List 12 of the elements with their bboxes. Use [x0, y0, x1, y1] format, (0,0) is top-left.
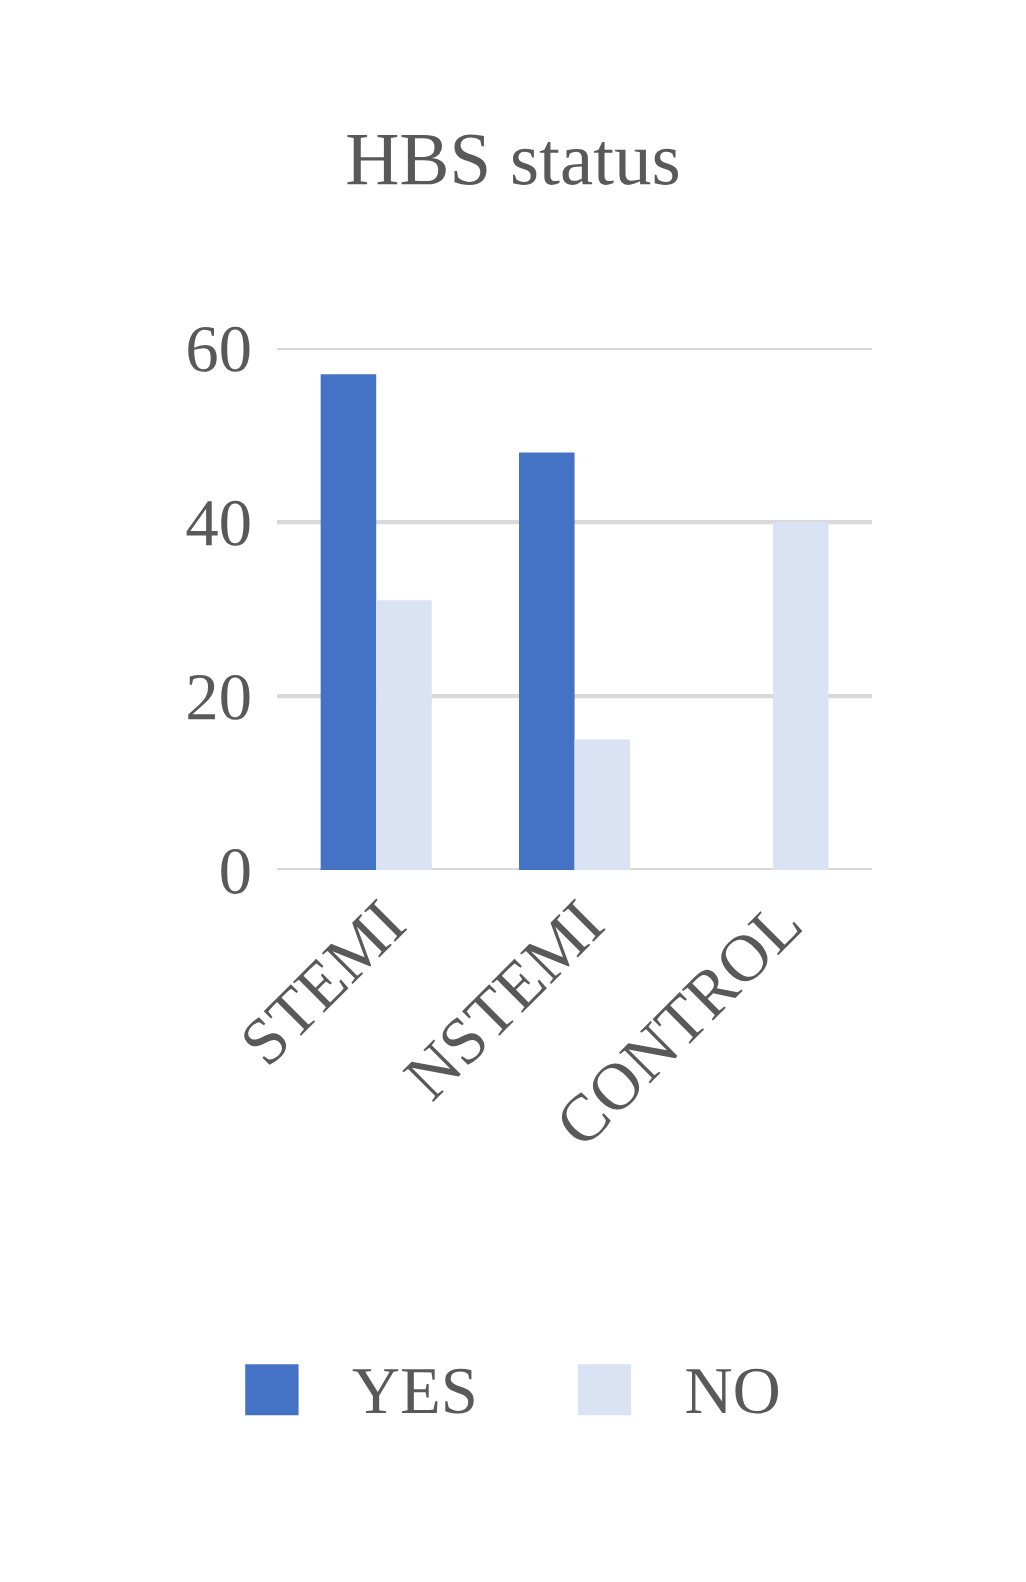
chart-title: HBS status — [347, 134, 679, 185]
y-tick-label: 0 — [221, 848, 250, 894]
legend-label: NO — [686, 1368, 779, 1414]
bar — [574, 739, 631, 871]
y-tick-label: 20 — [188, 674, 250, 720]
bar — [320, 374, 377, 871]
y-tick-label: 40 — [186, 500, 250, 546]
bar — [376, 600, 432, 871]
bar — [772, 522, 829, 871]
y-tick-label: 60 — [188, 326, 250, 372]
legend-label: YES — [352, 1368, 474, 1414]
bar — [519, 452, 575, 871]
